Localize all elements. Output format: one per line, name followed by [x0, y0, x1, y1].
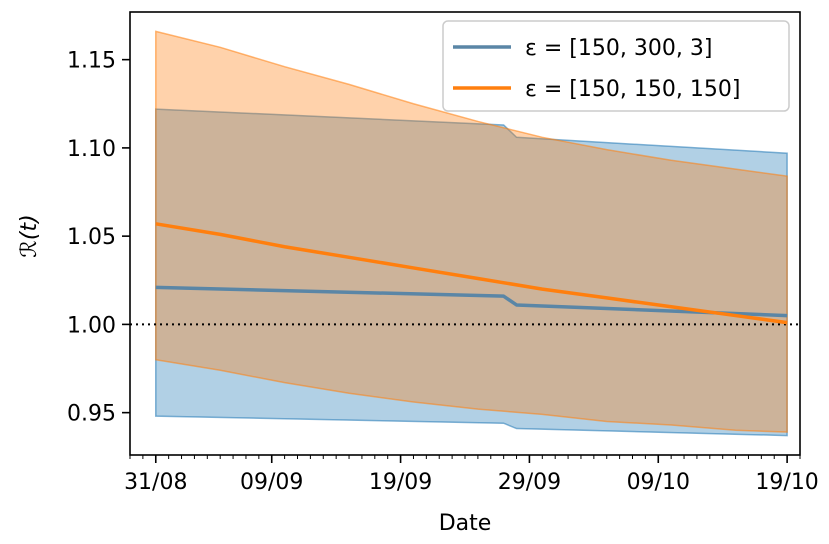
legend-box: [442, 20, 790, 112]
y-tick-label: 1.05: [67, 225, 116, 250]
x-tick-label: 09/09: [240, 470, 303, 495]
legend: ε = [150, 300, 3] ε = [150, 150, 150]: [442, 20, 790, 112]
confidence-band-2: [155, 30, 788, 433]
x-axis-label: Date: [439, 511, 492, 536]
y-tick-label: 1.15: [67, 49, 116, 74]
x-tick-label: 19/09: [369, 470, 432, 495]
series-lines: [155, 222, 788, 325]
x-tick-label: 29/09: [498, 470, 561, 495]
x-tick-label: 19/10: [755, 470, 818, 495]
y-tick-label: 1.00: [67, 313, 116, 338]
y-axis-label: ℛ(t): [17, 214, 42, 257]
x-tick-label: 31/08: [124, 470, 187, 495]
legend-label-1: ε = [150, 300, 3]: [525, 36, 712, 61]
series-line-1: [155, 285, 788, 318]
x-tick-label: 09/10: [627, 470, 690, 495]
series-line-2: [155, 222, 788, 325]
y-tick-label: 1.10: [67, 137, 116, 162]
legend-label-2: ε = [150, 150, 150]: [525, 77, 740, 102]
confidence-bands: [155, 30, 788, 437]
y-tick-label: 0.95: [67, 402, 116, 427]
axes: 0.95 1.00 1.05 1.10 1.15 31/08 09/09 19/09 29/09…: [67, 11, 819, 495]
